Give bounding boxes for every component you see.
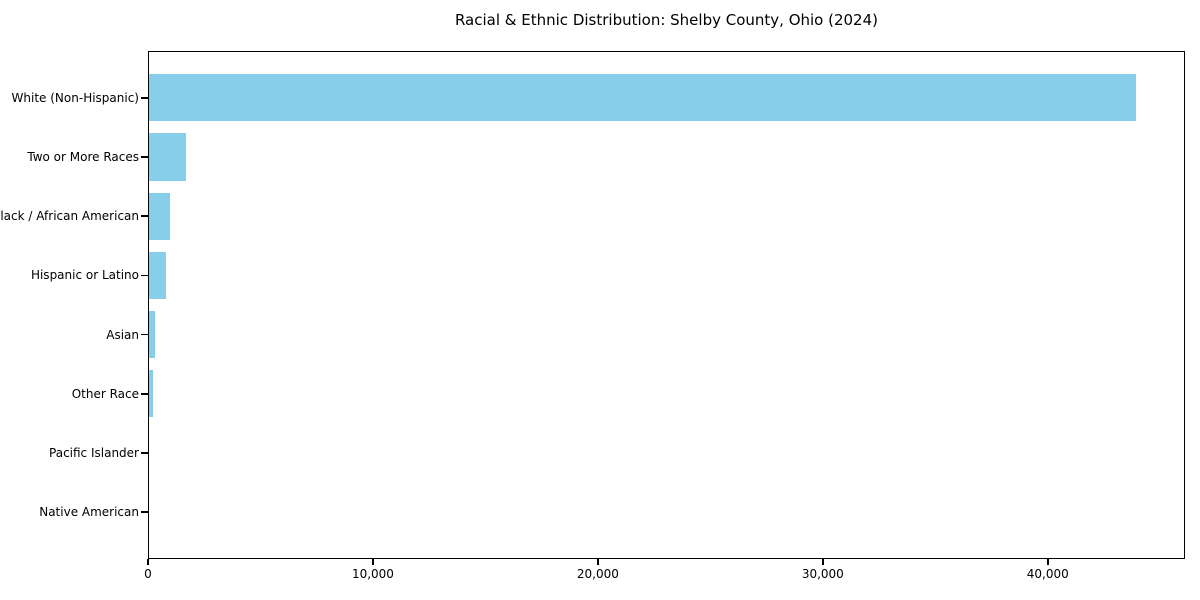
- y-tick: [141, 511, 148, 513]
- bar-two-or-more-races: [148, 133, 187, 181]
- x-tick: [822, 559, 824, 565]
- x-tick: [372, 559, 374, 565]
- chart-title: Racial & Ethnic Distribution: Shelby Cou…: [454, 11, 879, 29]
- bar-black-african-american: [148, 192, 171, 240]
- y-tick: [141, 274, 148, 277]
- x-axis-label: 0: [144, 567, 152, 581]
- bar-asian: [148, 310, 156, 359]
- x-tick: [597, 559, 599, 565]
- y-axis-label: White (Non-Hispanic): [11, 90, 139, 105]
- x-axis-label: 30,000: [801, 567, 844, 581]
- y-axis-label: Native American: [39, 505, 139, 520]
- y-axis-label: Asian: [106, 327, 139, 342]
- y-tick: [141, 156, 148, 158]
- y-axis-label: Pacific Islander: [49, 446, 139, 461]
- x-tick: [1047, 559, 1049, 565]
- y-tick: [141, 452, 148, 454]
- y-axis-label: Other Race: [71, 386, 139, 401]
- x-axis-label: 40,000: [1026, 567, 1069, 581]
- y-axis-label: Black / African American: [0, 209, 139, 224]
- bars-layer: [148, 51, 1185, 559]
- bar-hispanic-or-latino: [148, 251, 166, 300]
- x-axis-label: 20,000: [576, 567, 619, 581]
- y-tick: [141, 333, 148, 336]
- y-tick: [141, 393, 148, 395]
- x-tick: [147, 559, 149, 565]
- bar-white-non-hispanic: [148, 74, 1136, 122]
- x-axis-label: 10,000: [351, 567, 394, 581]
- y-axis-label: Two or More Races: [27, 149, 139, 164]
- y-axis-label: Hispanic or Latino: [30, 268, 139, 283]
- y-tick: [141, 215, 148, 217]
- y-tick: [141, 97, 148, 99]
- bar-other-race: [148, 370, 153, 418]
